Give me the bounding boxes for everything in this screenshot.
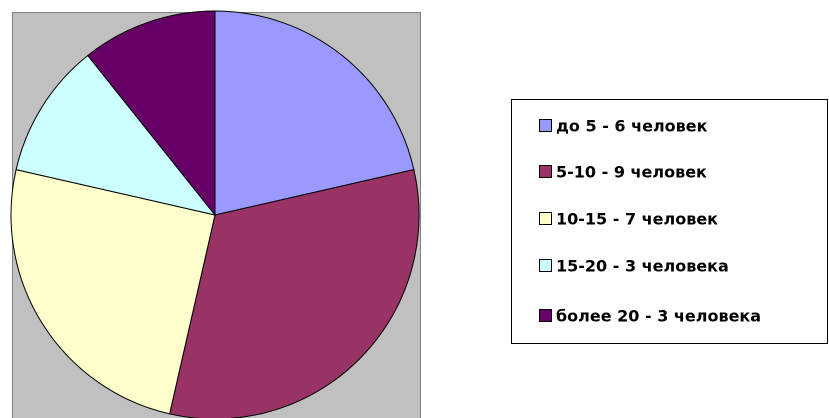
pie-slice xyxy=(214,10,415,216)
legend-swatch xyxy=(539,165,552,178)
legend-label: 5-10 - 9 человек xyxy=(556,163,707,182)
pie-slice xyxy=(10,169,216,415)
pie xyxy=(10,10,420,418)
legend-label: до 5 - 6 человек xyxy=(556,117,708,136)
legend-entries: до 5 - 6 человек 5-10 - 9 человек 10-15 - … xyxy=(539,117,761,326)
legend-swatch xyxy=(539,259,552,272)
pie-slice xyxy=(169,169,420,418)
legend xyxy=(511,99,828,344)
legend-label: более 20 - 3 человека xyxy=(556,307,761,326)
pie-slice xyxy=(15,54,217,216)
pie-slice xyxy=(87,10,216,217)
legend-swatch xyxy=(539,119,552,132)
legend-label: 15-20 - 3 человека xyxy=(556,257,729,276)
legend-swatch xyxy=(539,212,552,225)
legend-swatch xyxy=(539,309,552,322)
legend-label: 10-15 - 7 человек xyxy=(556,210,718,229)
